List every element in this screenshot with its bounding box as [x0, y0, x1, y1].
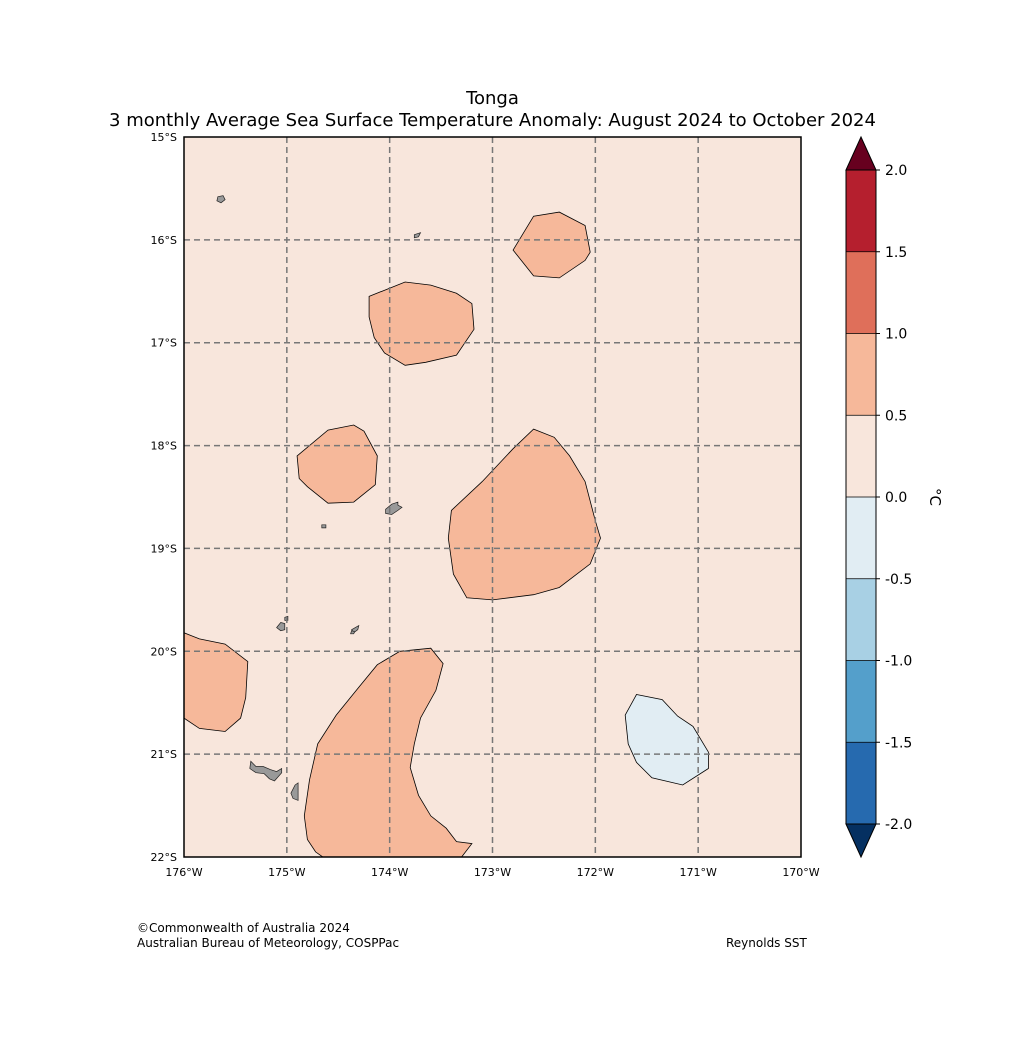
colorbar-bin	[846, 660, 876, 743]
colorbar-bin	[846, 742, 876, 824]
colorbar-tick-label: 0.0	[885, 490, 907, 506]
x-tick-label: 171°W	[679, 866, 716, 879]
y-tick-label: 17°S	[151, 337, 177, 350]
warm-patch-north-central	[368, 281, 475, 366]
colorbar-bin	[846, 251, 876, 334]
warm-patch-southwest-edge	[184, 632, 249, 732]
x-tick-label: 175°W	[268, 866, 305, 879]
island-tafahi	[413, 232, 422, 239]
cool-patch-southeast	[624, 694, 709, 786]
warm-patch-south	[303, 647, 473, 857]
y-tick-label: 18°S	[151, 440, 177, 453]
data-source-text: Reynolds SST	[726, 936, 807, 950]
colorbar-bin	[846, 415, 876, 497]
footer-credit: ©Commonwealth of Australia 2024 Australi…	[137, 921, 399, 951]
colorbar-bin	[846, 333, 876, 416]
map-title-description: 3 monthly Average Sea Surface Temperatur…	[109, 110, 876, 131]
warm-patch-west	[296, 424, 378, 504]
colorbar-tick-label: -0.5	[885, 572, 912, 588]
agency-text: Australian Bureau of Meteorology, COSPPa…	[137, 936, 400, 950]
colorbar-tick-label: 1.5	[885, 245, 907, 261]
map-frame	[183, 136, 802, 858]
colorbar: 2.0 1.5 1.0 0.5 0.0 -0.5 -1.0 -1.5 -2.0 °C	[845, 135, 944, 859]
colorbar-unit-label: °C	[926, 488, 944, 506]
colorbar-tick-label: 2.0	[885, 163, 907, 179]
colorbar-extend-low	[845, 823, 877, 859]
island-niuafoou	[216, 195, 226, 204]
y-tick-label: 15°S	[151, 131, 177, 144]
y-tick-label: 20°S	[151, 645, 177, 658]
x-tick-label: 176°W	[165, 866, 202, 879]
island-eua	[290, 782, 299, 801]
copyright-text: ©Commonwealth of Australia 2024	[137, 921, 350, 935]
colorbar-tick-label: 0.5	[885, 408, 907, 424]
island-haapai-dot	[350, 630, 356, 635]
y-tick-label: 21°S	[151, 748, 177, 761]
island-small-west	[321, 524, 327, 529]
colorbar-tick-label: -1.0	[885, 654, 912, 670]
colorbar-bin	[846, 497, 876, 579]
x-tick-label: 172°W	[577, 866, 614, 879]
x-tick-label: 170°W	[782, 866, 819, 879]
colorbar-tick-label: -2.0	[885, 817, 912, 833]
colorbar-bin	[846, 578, 876, 661]
island-tongatapu	[249, 760, 283, 782]
warm-patch-northeast	[512, 211, 591, 279]
map-title-region: Tonga	[466, 88, 519, 109]
warm-patch-central	[447, 428, 601, 601]
y-tick-label: 22°S	[151, 851, 177, 864]
colorbar-extend-high	[845, 135, 877, 171]
y-tick-label: 16°S	[151, 234, 177, 247]
y-tick-label: 19°S	[151, 542, 177, 555]
x-tick-label: 173°W	[474, 866, 511, 879]
colorbar-tick-label: 1.0	[885, 327, 907, 343]
colorbar-bin	[846, 170, 876, 252]
island-haapai-west	[276, 622, 286, 632]
colorbar-tick-label: -1.5	[885, 735, 912, 751]
x-tick-label: 174°W	[371, 866, 408, 879]
